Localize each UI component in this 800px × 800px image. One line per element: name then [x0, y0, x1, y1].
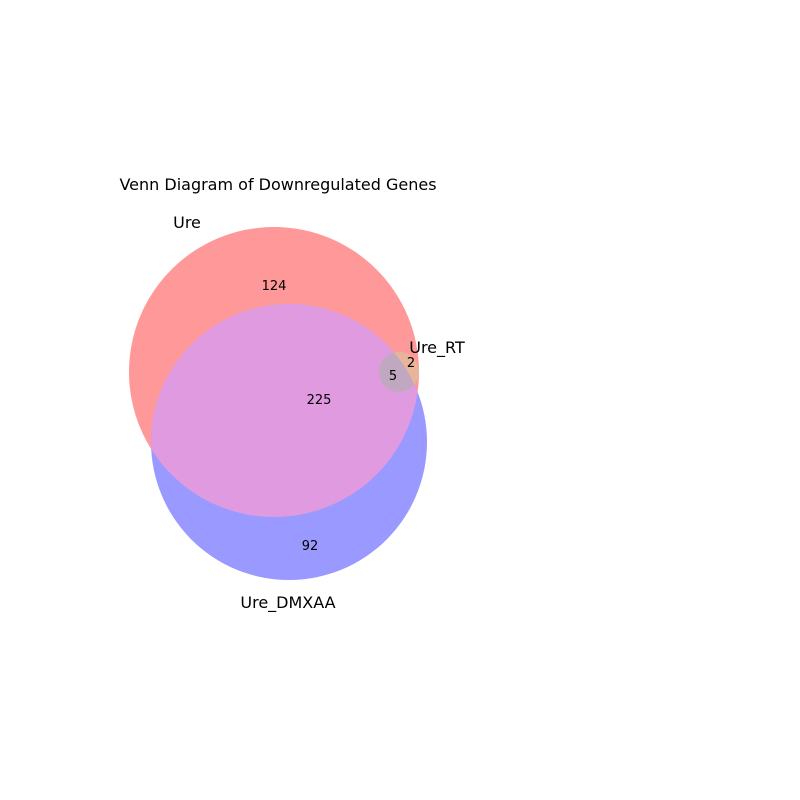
count-ure-and-ure-rt: 2 — [407, 356, 415, 371]
count-ure-and-ure-dmxaa: 225 — [307, 393, 332, 408]
count-ure-only: 124 — [262, 279, 287, 294]
count-ure-dmxaa-only: 92 — [302, 539, 319, 554]
count-all-three: 5 — [389, 369, 397, 384]
chart-title: Venn Diagram of Downregulated Genes — [119, 175, 436, 194]
set-label-ure: Ure — [173, 213, 201, 232]
set-label-ure-dmxaa: Ure_DMXAA — [240, 593, 335, 613]
set-label-ure-rt: Ure_RT — [409, 338, 465, 358]
